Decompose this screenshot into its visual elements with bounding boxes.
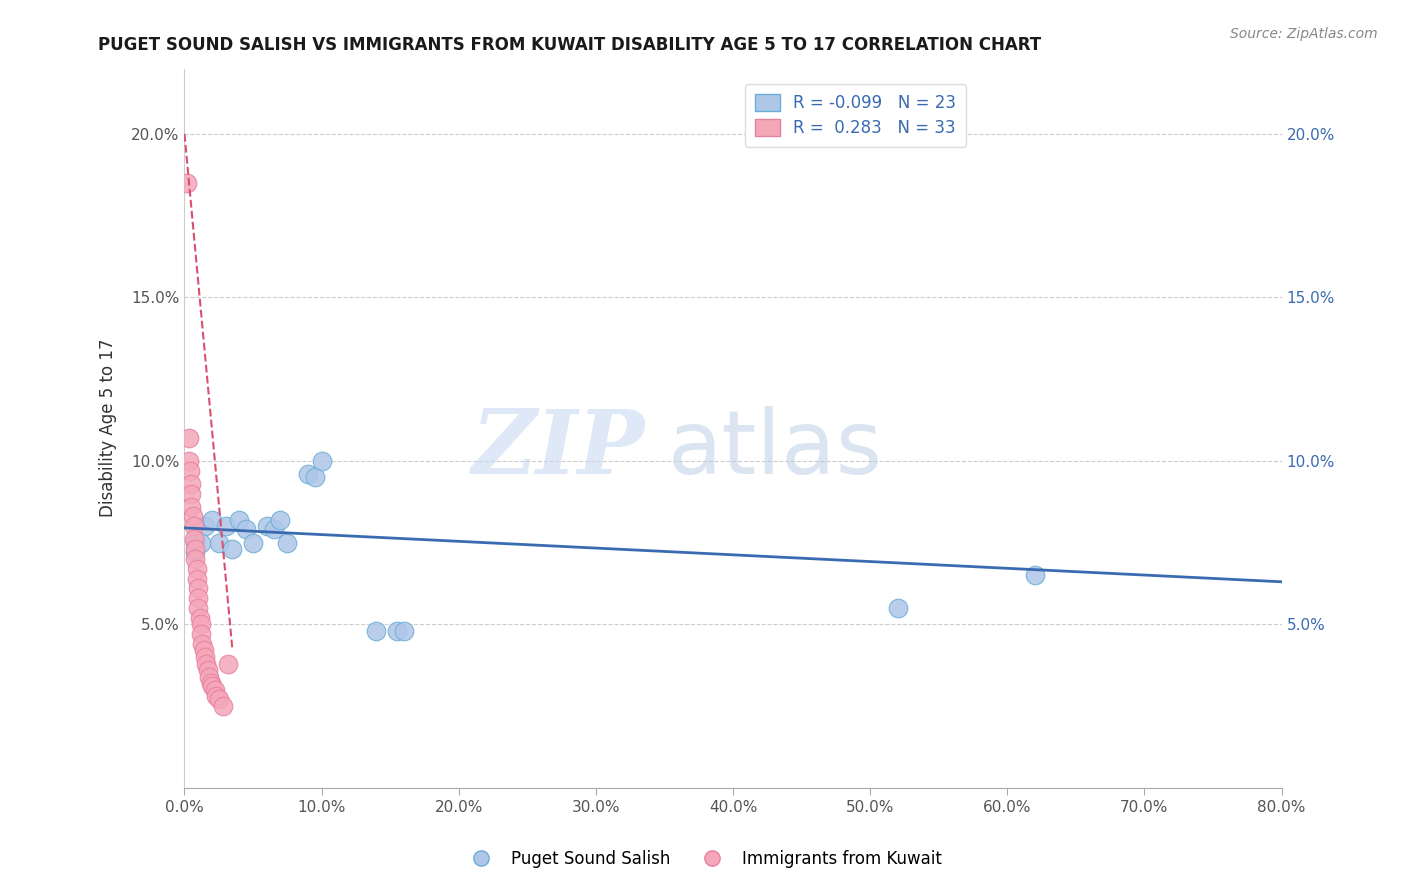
Point (184, 545, 207, 559)
Point (311, 454, 333, 468)
Point (184, 535, 207, 549)
Point (1024, 568, 1046, 582)
Point (183, 519, 205, 533)
Point (179, 464, 201, 478)
Point (190, 535, 212, 549)
Legend: Puget Sound Salish, Immigrants from Kuwait: Puget Sound Salish, Immigrants from Kuwa… (457, 844, 949, 875)
Point (886, 601, 908, 615)
Point (194, 519, 217, 533)
Point (180, 486, 202, 500)
Text: Source: ZipAtlas.com: Source: ZipAtlas.com (1230, 27, 1378, 41)
Point (297, 467, 319, 481)
Point (187, 601, 209, 615)
Point (256, 519, 278, 533)
Point (186, 572, 208, 586)
Point (392, 624, 415, 638)
Point (212, 699, 235, 714)
Point (190, 627, 212, 641)
Point (385, 624, 408, 638)
Point (195, 657, 218, 671)
Point (235, 523, 257, 537)
Point (184, 542, 207, 557)
Point (217, 657, 239, 671)
Point (176, 176, 198, 190)
Point (366, 624, 388, 638)
Legend: R = -0.099   N = 23, R =  0.283   N = 33: R = -0.099 N = 23, R = 0.283 N = 33 (745, 84, 966, 147)
Point (201, 680, 224, 694)
Point (198, 670, 221, 684)
Point (242, 535, 264, 549)
Point (263, 523, 285, 537)
Point (200, 676, 222, 690)
Point (205, 690, 228, 704)
Point (204, 682, 226, 697)
Point (269, 513, 291, 527)
Y-axis label: Disability Age 5 to 17: Disability Age 5 to 17 (100, 339, 117, 517)
Point (228, 513, 250, 527)
Point (304, 470, 326, 484)
Point (180, 476, 202, 491)
Point (180, 500, 202, 514)
Text: PUGET SOUND SALISH VS IMMIGRANTS FROM KUWAIT DISABILITY AGE 5 TO 17 CORRELATION : PUGET SOUND SALISH VS IMMIGRANTS FROM KU… (98, 36, 1042, 54)
Point (181, 509, 204, 524)
Point (187, 582, 209, 596)
Point (208, 692, 231, 706)
Point (186, 562, 208, 576)
Point (208, 535, 231, 549)
Text: ZIP: ZIP (472, 407, 645, 493)
Point (214, 519, 236, 533)
Point (184, 552, 207, 566)
Point (177, 454, 200, 468)
Point (177, 431, 200, 445)
Point (187, 591, 209, 606)
Point (221, 542, 243, 557)
Point (194, 650, 217, 665)
Point (276, 535, 298, 549)
Point (191, 637, 214, 651)
Point (183, 533, 205, 547)
Point (188, 611, 211, 625)
Point (197, 663, 219, 677)
Point (201, 513, 224, 527)
Point (193, 643, 215, 657)
Point (190, 617, 212, 632)
Text: atlas: atlas (668, 406, 883, 493)
